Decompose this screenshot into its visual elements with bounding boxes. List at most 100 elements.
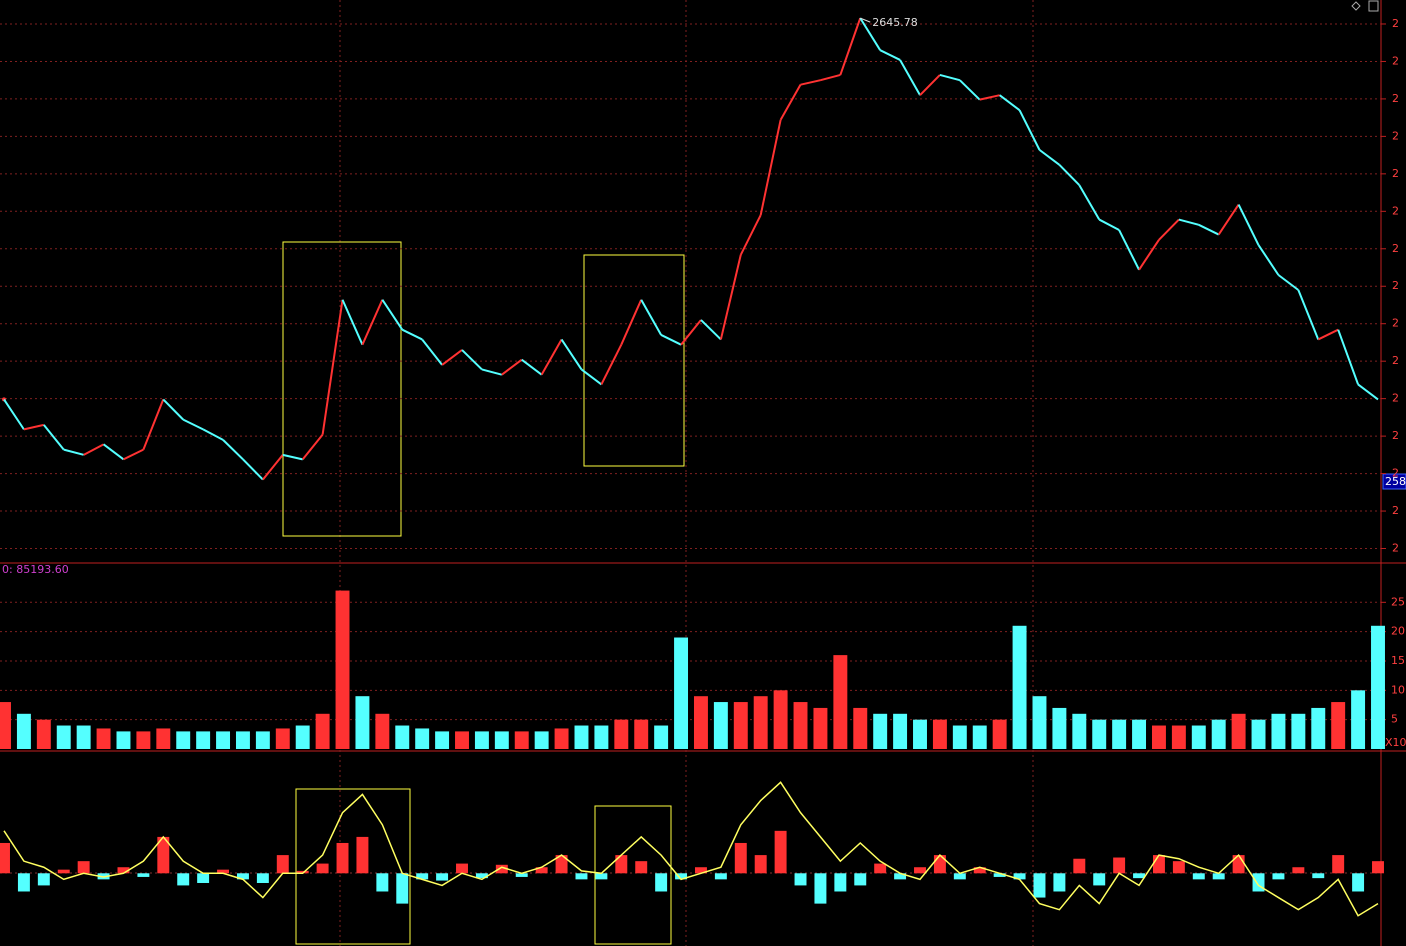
volume-bar: [813, 707, 828, 749]
volume-bar: [1331, 702, 1346, 749]
price-segment: [521, 358, 543, 376]
macd-bar: [57, 869, 70, 874]
y-tick-label: 2: [1392, 354, 1399, 367]
volume-bar: [1291, 713, 1306, 749]
volume-bar: [674, 637, 689, 749]
macd-bar: [973, 867, 986, 874]
volume-bar: [196, 731, 211, 749]
price-segment: [899, 59, 921, 96]
volume-bar: [335, 590, 350, 749]
price-segment: [859, 17, 882, 51]
price-segment: [1018, 109, 1041, 151]
volume-unit: X10: [1385, 736, 1406, 749]
volume-bar: [1012, 625, 1027, 749]
macd-bar: [993, 873, 1006, 877]
price-segment: [501, 358, 523, 376]
y-tick-label: 5: [1391, 713, 1398, 726]
volume-bar: [1271, 713, 1286, 749]
volume-bar: [1251, 719, 1266, 749]
price-segment: [182, 418, 204, 431]
peak-label: 2645.78: [872, 16, 918, 29]
volume-bar: [1072, 713, 1087, 749]
price-segment: [1337, 329, 1360, 385]
price-segment: [83, 443, 105, 456]
macd-bar: [0, 842, 10, 874]
volume-bar: [216, 731, 231, 749]
price-segment: [939, 73, 961, 82]
price-segment: [301, 433, 324, 460]
macd-bar: [1133, 873, 1146, 879]
volume-bar: [36, 719, 51, 749]
macd-bar: [535, 867, 548, 874]
macd-bar: [77, 861, 90, 874]
volume-bar: [1211, 719, 1226, 749]
volume-bar: [96, 728, 111, 749]
y-tick-label: 2: [1392, 204, 1399, 217]
price-segment: [1178, 218, 1200, 226]
y-tick-label: 2: [1392, 542, 1399, 555]
y-tick-label: 2: [1392, 17, 1399, 30]
current-price-label: 258: [1385, 475, 1406, 488]
macd-bar: [914, 867, 926, 874]
price-segment: [1277, 274, 1299, 291]
macd-bar: [714, 873, 727, 880]
y-tick-label: 25: [1391, 595, 1405, 608]
volume-bar: [634, 719, 649, 749]
price-segment: [719, 254, 742, 340]
y-tick-label: 20: [1391, 625, 1405, 638]
macd-bar: [675, 873, 688, 880]
volume-bar: [972, 725, 987, 749]
price-segment: [1138, 239, 1160, 271]
price-segment: [879, 49, 901, 61]
macd-bar: [17, 873, 30, 892]
volume-bar: [1311, 707, 1326, 749]
y-tick-label: 2: [1392, 279, 1399, 292]
macd-bar: [456, 863, 468, 874]
price-segment: [401, 328, 423, 341]
price-segment: [481, 368, 503, 376]
macd-bar: [475, 873, 488, 879]
y-tick-label: 2: [1392, 429, 1399, 442]
macd-bar: [555, 855, 568, 874]
price-segment: [959, 79, 981, 101]
price-segment: [660, 334, 682, 346]
volume-bar: [913, 719, 927, 749]
icon[interactable]: [1351, 1, 1361, 11]
y-tick-label: 10: [1391, 683, 1405, 696]
macd-bar: [1113, 857, 1126, 874]
highlight-boxes: [282, 241, 685, 945]
price-segment: [1198, 223, 1220, 236]
macd-bar: [137, 873, 150, 877]
price-segment: [919, 74, 941, 96]
volume-bar: [992, 719, 1007, 749]
macd-bar: [1033, 873, 1046, 898]
volume-bar: [474, 731, 489, 749]
macd-bar: [1352, 873, 1365, 892]
price-segment: [421, 338, 443, 366]
volume-bar: [415, 728, 430, 749]
y-tick-label: 2: [1392, 242, 1399, 255]
volume-bar: [654, 725, 669, 749]
macd-bar: [495, 864, 508, 874]
price-segment: [739, 214, 762, 256]
y-tick-label: 2: [1392, 54, 1399, 67]
macd-bar: [396, 873, 409, 904]
macd-bar: [236, 873, 249, 880]
price-segment: [63, 448, 84, 456]
macd-bar: [296, 870, 309, 874]
price-segment: [282, 453, 303, 461]
volume-bar: [614, 719, 629, 749]
icon[interactable]: [1368, 0, 1379, 12]
price-segment: [1297, 289, 1320, 340]
macd-bar: [933, 855, 946, 874]
price-segment: [580, 368, 602, 386]
macd-bar: [1152, 855, 1165, 874]
y-tick-label: 2: [1392, 467, 1399, 480]
macd-bar: [276, 855, 289, 874]
macd-line: [3, 781, 1379, 917]
volume-bar: [375, 713, 390, 749]
volume-bar: [534, 731, 549, 749]
macd-bar: [1013, 873, 1026, 880]
price-segment: [43, 424, 65, 451]
